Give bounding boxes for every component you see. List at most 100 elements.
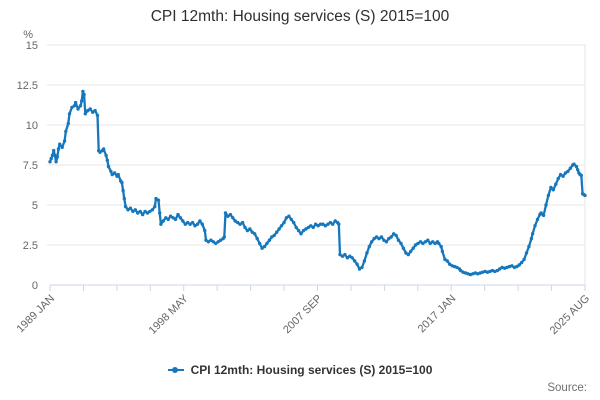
series-point-marker [66,121,71,126]
series-point-marker [413,243,418,247]
series-point-marker [253,232,257,236]
series-point-marker [55,155,59,159]
series-point-marker [53,153,57,158]
series-point-marker [387,236,391,241]
series-point-marker [250,230,254,234]
series-point-marker [539,211,543,215]
series-point-marker [272,233,276,238]
series-point-marker [260,246,264,250]
series-point-marker [62,139,67,143]
series-point-marker [394,233,398,238]
series-point-marker [110,172,114,177]
series-point-marker [76,107,80,111]
series-point-marker [257,241,262,246]
series-point-marker [529,236,534,241]
series-point-marker [345,256,350,260]
series-point-marker [384,240,389,244]
series-point-marker [439,244,443,249]
series-point-marker [226,214,230,218]
series-point-marker [574,164,579,169]
series-point-marker [301,228,306,233]
series-point-marker [267,238,272,242]
series-point-marker [421,241,425,246]
series-point-marker [338,252,342,257]
series-point-marker [120,180,124,185]
series-point-marker [218,238,223,242]
series-point-marker [72,104,77,108]
series-point-marker [188,222,192,226]
series-point-marker [318,222,323,226]
series-point-marker [294,225,298,230]
series-point-marker [418,240,423,244]
series-polyline [48,90,587,276]
series-point-marker [164,216,168,220]
series-point-marker [530,232,535,236]
series-line-cpi-housing-services [48,89,587,277]
series-point-marker [262,244,267,249]
series-point-marker [156,198,161,202]
series-point-marker [240,220,245,225]
series-point-marker [279,224,284,228]
series-point-marker [370,240,374,244]
series-point-marker [546,193,551,198]
series-point-marker [270,235,274,239]
series-point-marker [292,220,296,225]
series-point-marker [158,211,162,215]
series-point-marker [309,224,313,228]
series-point-marker [248,227,252,231]
series-point-marker [265,241,269,246]
series-point-marker [133,208,137,212]
series-point-marker [60,145,64,150]
series-point-marker [255,236,259,241]
series-point-marker [340,254,345,258]
series-point-marker [195,222,200,226]
series-point-marker [533,224,537,228]
gridlines [47,44,586,285]
series-point-marker [326,222,330,226]
series-point-marker [277,227,281,231]
series-point-marker [181,219,185,223]
legend-line-marker-icon [167,366,184,375]
series-point-marker [216,240,220,244]
series-point-marker [382,238,386,242]
series-point-marker [214,241,218,246]
x-tick-label: 1998 MAY [147,292,192,337]
series-point-marker [455,265,459,270]
series-point-marker [337,222,341,226]
series-point-marker [389,235,393,239]
series-point-marker [159,222,163,226]
series-point-marker [183,222,187,226]
x-axis [49,284,586,291]
series-point-marker [56,147,61,151]
series-point-marker [360,265,364,270]
series-point-marker [245,228,250,233]
series-point-marker [558,172,563,177]
series-point-marker [296,228,301,233]
series-point-marker [431,240,435,244]
series-point-marker [517,263,521,267]
y-tick-label: 0 [32,280,38,292]
series-point-marker [211,240,215,244]
series-point-marker [275,230,279,234]
y-tick-label: 5 [32,200,38,212]
series-point-marker [304,227,308,231]
series-point-marker [399,241,403,246]
series-point-marker [81,89,85,94]
series-point-marker [49,156,53,161]
series-point-marker [392,232,396,236]
x-tick-label: 1989 JAN [14,293,57,336]
series-point-marker [168,214,173,218]
series-point-marker [377,236,381,241]
series-point-marker [138,209,142,214]
series-point-marker [443,257,447,262]
series-point-marker [433,241,437,246]
series-point-marker [238,222,242,226]
series-point-marker [243,225,247,230]
legend-item-cpi-housing-services[interactable]: CPI 12mth: Housing services (S) 2015=100 [167,363,432,377]
series-point-marker [140,212,145,217]
series-point-marker [519,260,524,265]
series-point-marker [448,262,452,266]
series-point-marker [287,214,291,218]
series-point-marker [367,244,371,249]
x-axis-labels: 1989 JAN 1998 MAY 2007 SEP 2017 JAN 2025 AUG [14,292,592,337]
